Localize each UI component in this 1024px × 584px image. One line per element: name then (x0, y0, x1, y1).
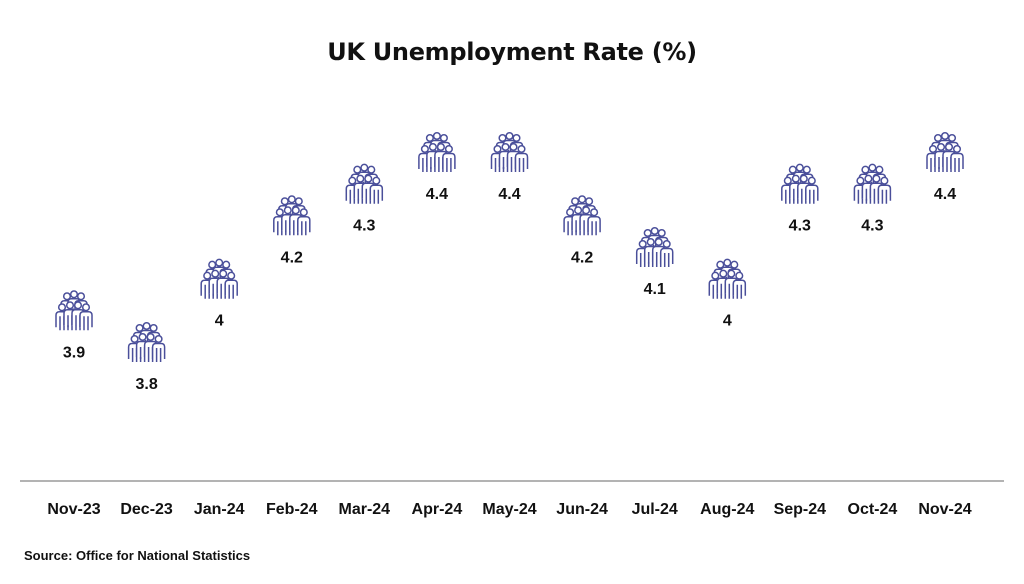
people-group-icon (127, 321, 166, 363)
people-group-icon (926, 131, 964, 173)
x-tick-label: Apr-24 (412, 501, 463, 518)
x-tick-label: Aug-24 (700, 501, 754, 518)
data-label: 3.8 (135, 376, 157, 393)
data-label: 4.4 (934, 186, 956, 203)
people-group-icon (853, 163, 892, 205)
x-tick-label: Jan-24 (194, 501, 245, 518)
people-group-icon (708, 258, 747, 300)
data-label: 4.3 (789, 218, 811, 235)
data-label: 4.3 (353, 218, 375, 235)
people-group-icon (200, 258, 238, 300)
people-group-icon (273, 195, 311, 237)
data-label: 3.9 (63, 344, 85, 361)
data-label: 4.3 (861, 218, 883, 235)
people-group-icon (418, 131, 456, 173)
x-tick-label: Jun-24 (556, 501, 608, 518)
people-group-icon (563, 195, 601, 237)
x-tick-label: May-24 (482, 501, 536, 518)
source-note: Source: Office for National Statistics (24, 548, 251, 563)
data-label: 4.1 (644, 281, 666, 298)
data-label: 4.4 (498, 186, 520, 203)
people-group-icon (490, 131, 529, 173)
people-group-icon (635, 226, 674, 268)
x-tick-label: Nov-23 (47, 501, 100, 518)
x-tick-label: Feb-24 (266, 501, 318, 518)
x-tick-label: Sep-24 (774, 501, 827, 518)
people-group-icon (345, 163, 384, 205)
data-label: 4.2 (281, 249, 303, 266)
x-tick-label: Mar-24 (339, 501, 391, 518)
x-axis-ticks: Nov-23 Dec-23 Jan-24 Feb-24 Mar-24 Apr-24 May-… (47, 501, 971, 518)
data-label: 4.2 (571, 249, 593, 266)
data-label: 4.4 (426, 186, 448, 203)
people-group-icon (781, 163, 819, 205)
data-marks: 3.9 3.8 4 4.2 4.3 4.4 4.4 4.2 4.1 4 4.3 4.3 4.4 (55, 131, 964, 393)
chart-title: UK Unemployment Rate (%) (327, 38, 697, 66)
x-tick-label: Oct-24 (848, 501, 898, 518)
data-label: 4 (723, 313, 732, 330)
x-tick-label: Nov-24 (918, 501, 971, 518)
data-label: 4 (215, 313, 224, 330)
people-group-icon (55, 290, 93, 332)
x-tick-label: Jul-24 (632, 501, 678, 518)
x-tick-label: Dec-23 (120, 501, 173, 518)
